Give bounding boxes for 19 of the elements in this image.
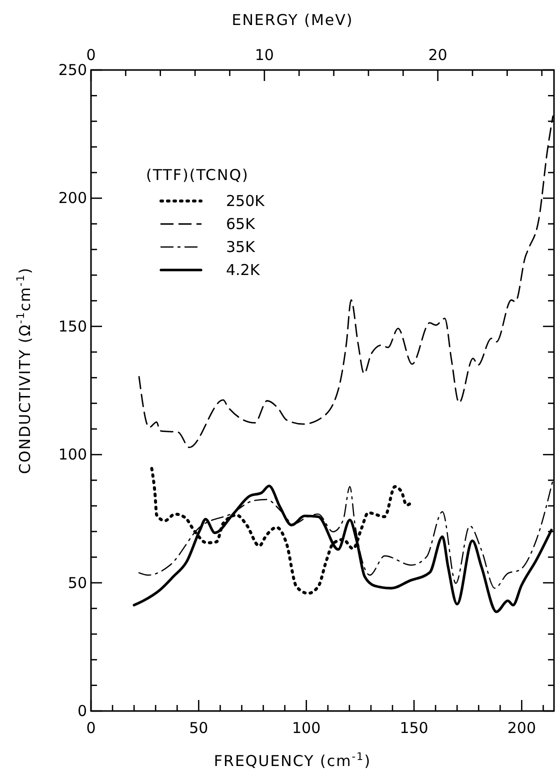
y-tick-label: 200 [58,189,87,208]
y-tick-label: 250 [58,61,87,79]
x2-tick-label: 20 [428,46,448,64]
x2-axis-title: ENERGY (MeV) [232,11,354,29]
x-tick-label: 50 [189,719,208,737]
legend-label: 65K [226,215,256,233]
x-tick-label: 150 [400,719,428,737]
y-tick-label: 150 [58,317,87,336]
legend-label: 35K [226,238,256,256]
x-tick-label: 100 [292,719,321,737]
x2-tick-label: 10 [254,46,274,64]
y-tick-label: 100 [58,446,87,464]
x-tick-label: 200 [507,719,536,737]
legend-title: (TTF)(TCNQ) [146,166,249,184]
y-tick-label: 0 [77,702,87,720]
legend-label: 250K [226,192,266,210]
x-axis-title: FREQUENCY (cm$^{-1}$) [214,751,372,769]
y-tick-label: 50 [68,574,87,592]
legend-label: 4.2K [226,261,261,279]
